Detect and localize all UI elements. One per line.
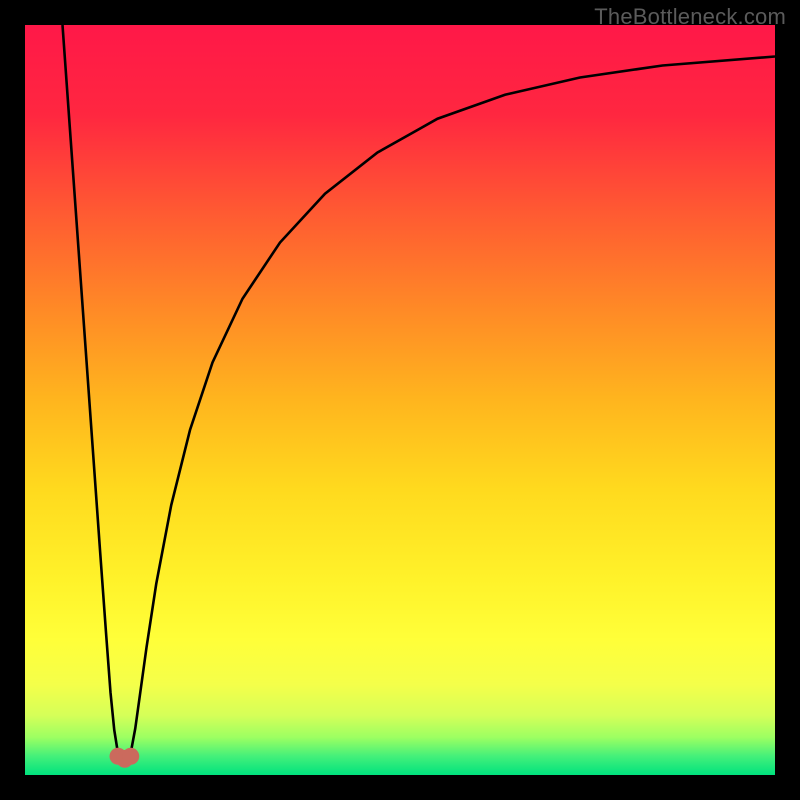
chart-svg xyxy=(25,25,775,775)
chart-frame: TheBottleneck.com xyxy=(0,0,800,800)
plot-background xyxy=(25,25,775,775)
dip-marker xyxy=(122,748,139,765)
plot-area xyxy=(25,25,775,775)
watermark-text: TheBottleneck.com xyxy=(594,4,786,30)
